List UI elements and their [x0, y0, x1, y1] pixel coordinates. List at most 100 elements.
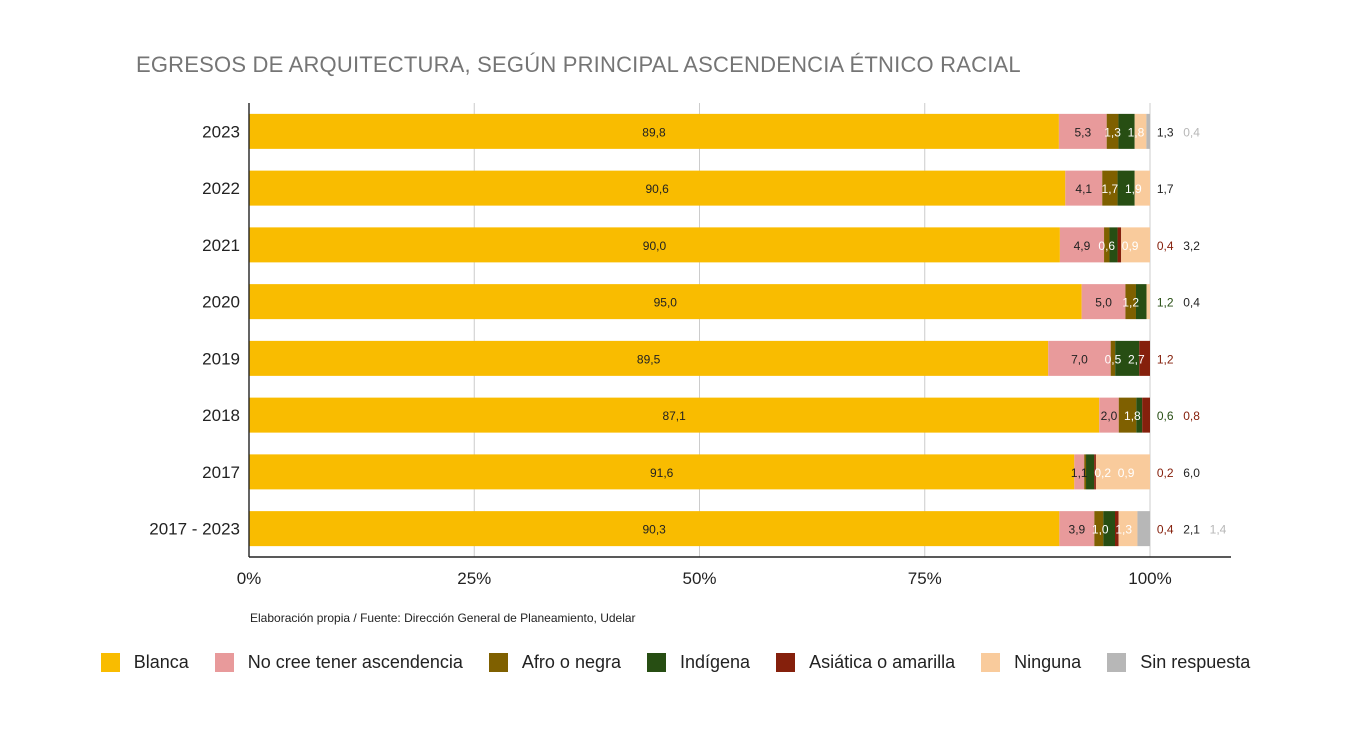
data-label: 91,6 — [650, 466, 674, 480]
category-label: 2019 — [202, 349, 240, 368]
category-label: 2017 — [202, 463, 240, 482]
bar-segment — [249, 511, 1060, 547]
data-label: 4,9 — [1074, 239, 1091, 253]
data-label: 0,4 — [1157, 239, 1174, 253]
bar-segment — [249, 340, 1049, 376]
category-label: 2023 — [202, 122, 240, 141]
category-label: 2017 - 2023 — [149, 520, 240, 539]
bar-segment — [1084, 454, 1087, 490]
bar-segment — [1115, 511, 1119, 547]
data-label: 2,7 — [1128, 352, 1145, 366]
data-label: 4,1 — [1075, 182, 1092, 196]
data-label: 87,1 — [662, 409, 686, 423]
data-label: 89,8 — [642, 125, 666, 139]
data-label: 95,0 — [654, 296, 678, 310]
data-label: 3,9 — [1069, 523, 1086, 537]
legend-label: Afro o negra — [521, 652, 621, 672]
data-label: 0,9 — [1122, 239, 1139, 253]
data-label: 1,2 — [1157, 352, 1174, 366]
legend-swatch — [100, 653, 120, 672]
data-label: 0,2 — [1094, 466, 1111, 480]
data-label: 0,4 — [1157, 523, 1174, 537]
bar-segment — [1139, 340, 1150, 376]
legend-swatch — [776, 653, 796, 672]
data-label: 90,3 — [643, 523, 667, 537]
data-label: 1,1 — [1071, 466, 1088, 480]
data-label: 5,0 — [1095, 296, 1112, 310]
bar-segment — [1059, 511, 1095, 547]
data-label: 2,0 — [1101, 409, 1118, 423]
bar-segment — [1103, 511, 1116, 547]
legend: Blanca No cree tener ascendencia Afro o ne… — [0, 648, 1351, 681]
data-label: 1,7 — [1102, 182, 1119, 196]
bar-segment — [1110, 340, 1116, 376]
bar-segment — [1137, 511, 1150, 547]
bar-segment — [1099, 397, 1119, 433]
data-label: 0,4 — [1183, 296, 1200, 310]
bar-segment — [1094, 454, 1096, 490]
bar-segment — [1074, 454, 1085, 490]
data-label: 1,4 — [1210, 523, 1227, 537]
x-tick-label: 100% — [1128, 569, 1171, 588]
legend-label: Ninguna — [1014, 652, 1082, 672]
bar-segment — [1118, 397, 1137, 433]
legend-item: Afro o negra — [488, 648, 621, 677]
legend-swatch — [646, 653, 666, 672]
data-label: 1,9 — [1125, 182, 1142, 196]
data-label: 7,0 — [1071, 352, 1088, 366]
data-label: 0,8 — [1183, 409, 1200, 423]
category-label: 2022 — [202, 179, 240, 198]
x-tick-label: 0% — [237, 569, 262, 588]
data-label: 1,2 — [1122, 296, 1139, 310]
data-label: 0,6 — [1157, 409, 1174, 423]
stacked-bar-chart: 0% 25% 50% 75% 100% 2023 89,8 5,3 1,3 1,8 1,3 0,4 20… — [149, 103, 1231, 588]
data-label: 0,9 — [1118, 466, 1135, 480]
legend-swatch — [981, 653, 1001, 672]
bar-segment — [249, 284, 1082, 320]
bar-segment — [1058, 113, 1107, 149]
bar-segment — [1104, 227, 1110, 263]
legend-item: Indígena — [646, 648, 751, 677]
bar-segment — [1134, 170, 1150, 206]
data-label: 90,0 — [643, 239, 667, 253]
legend-label: Indígena — [679, 652, 751, 672]
legend-item: Ninguna — [981, 648, 1081, 677]
category-label: 2018 — [202, 406, 240, 425]
legend-item: No cree tener ascendencia — [214, 648, 463, 677]
legend-swatch — [214, 653, 234, 672]
data-label: 1,8 — [1124, 409, 1141, 423]
data-label: 3,2 — [1183, 239, 1200, 253]
bar-segment — [1094, 511, 1104, 547]
data-label: 1,2 — [1157, 296, 1174, 310]
data-label: 1,3 — [1157, 125, 1174, 139]
source-note: Elaboración propia / Fuente: Dirección G… — [250, 611, 636, 625]
legend-label: Asiática o amarilla — [809, 652, 956, 672]
data-label: 0,4 — [1183, 125, 1200, 139]
data-label: 1,8 — [1128, 125, 1145, 139]
data-label: 2,1 — [1183, 523, 1200, 537]
bar-segment — [249, 170, 1066, 206]
legend-swatch — [1107, 653, 1127, 672]
data-label: 89,5 — [637, 352, 661, 366]
bar-segment — [1121, 227, 1150, 263]
category-label: 2021 — [202, 236, 240, 255]
data-label: 1,3 — [1115, 523, 1132, 537]
bar-segment — [1134, 113, 1147, 149]
x-tick-label: 50% — [682, 569, 716, 588]
bar-segment — [1142, 397, 1150, 433]
bar-segment — [1109, 227, 1118, 263]
data-label: 1,3 — [1104, 125, 1121, 139]
bar-segment — [1146, 113, 1150, 149]
bar-segment — [1065, 170, 1103, 206]
legend-label: No cree tener ascendencia — [247, 652, 463, 672]
legend-swatch — [488, 653, 508, 672]
data-label: 0,6 — [1098, 239, 1115, 253]
legend-item: Sin respuesta — [1107, 648, 1250, 677]
bar-segment — [1118, 511, 1138, 547]
bar-segment — [249, 227, 1060, 263]
data-label: 1,7 — [1157, 182, 1174, 196]
bar-segment — [1125, 284, 1136, 320]
data-label: 6,0 — [1183, 466, 1200, 480]
bar-segment — [1135, 284, 1147, 320]
bar-segment — [1118, 113, 1135, 149]
